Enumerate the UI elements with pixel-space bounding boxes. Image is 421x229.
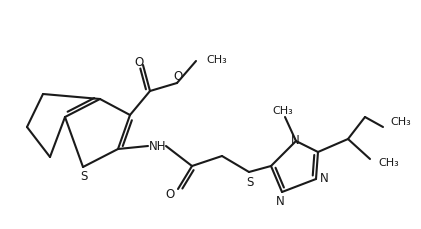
Text: O: O	[165, 188, 175, 201]
Text: CH₃: CH₃	[378, 157, 399, 167]
Text: S: S	[80, 170, 88, 183]
Text: O: O	[173, 69, 183, 82]
Text: CH₃: CH₃	[273, 106, 293, 115]
Text: S: S	[246, 175, 254, 188]
Text: N: N	[320, 172, 328, 185]
Text: CH₃: CH₃	[390, 117, 411, 126]
Text: NH: NH	[149, 140, 167, 153]
Text: N: N	[290, 133, 299, 146]
Text: CH₃: CH₃	[206, 55, 227, 65]
Text: N: N	[276, 195, 284, 208]
Text: O: O	[134, 56, 144, 69]
